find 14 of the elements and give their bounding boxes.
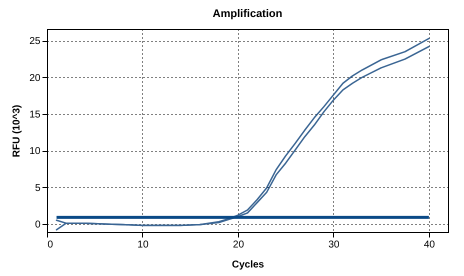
y-tick-label: 25: [29, 36, 41, 48]
x-tick-label: 30: [328, 240, 340, 250]
y-tick-label: 0: [34, 219, 41, 230]
x-tick-label: 20: [232, 240, 244, 250]
x-tick-label: 0: [48, 240, 54, 250]
x-tick-label: 10: [137, 240, 149, 250]
y-axis-title: RFU (10^3): [11, 104, 22, 158]
chart-title: Amplification: [212, 8, 283, 20]
y-tick-label: 20: [29, 72, 41, 84]
y-tick-label: 5: [34, 182, 41, 194]
x-axis-title: Cycles: [232, 260, 265, 270]
y-tick-label: 15: [29, 110, 41, 121]
y-tick-label: 10: [29, 146, 41, 158]
x-tick-label: 40: [424, 240, 436, 250]
